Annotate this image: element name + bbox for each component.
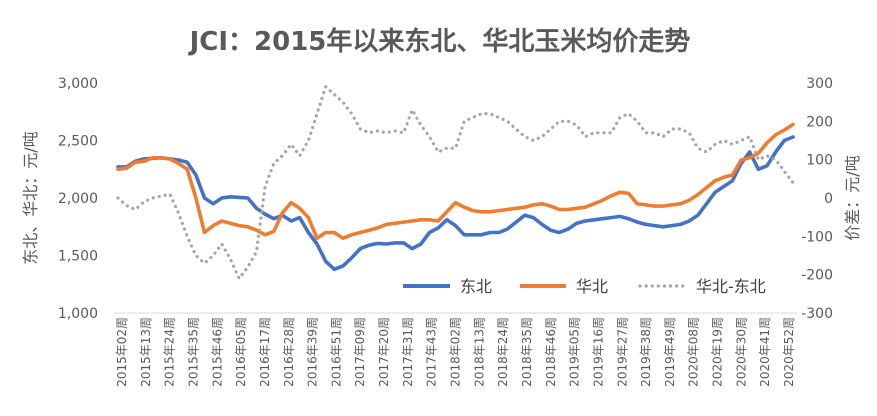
y2-tick-label: 300 <box>806 76 833 92</box>
y-tick-label: 2,500 <box>58 134 98 150</box>
x-tick-label: 2018年02周 <box>449 317 463 387</box>
x-tick-label: 2019年27周 <box>615 317 629 387</box>
x-tick-label: 2016年05周 <box>234 317 248 387</box>
x-tick-label: 2020年52周 <box>782 317 796 387</box>
series-line-华北 <box>116 122 795 241</box>
x-tick-label: 2019年05周 <box>568 317 582 387</box>
x-tick-label: 2019年49周 <box>663 317 677 387</box>
y2-tick-label: -200 <box>801 268 833 284</box>
x-tick-label: 2020年30周 <box>734 317 748 387</box>
series-layer <box>116 85 795 281</box>
y2-tick-label: -100 <box>801 229 833 245</box>
y-axis-left-title: 东北、华北：元/吨 <box>21 131 40 264</box>
chart-title: JCI：2015年以来东北、华北玉米均价走势 <box>188 26 691 57</box>
x-tick-label: 2017年20周 <box>377 317 391 387</box>
y2-tick-label: -300 <box>801 306 833 322</box>
series-line-东北 <box>116 135 795 272</box>
x-tick-label: 2015年13周 <box>139 317 153 387</box>
legend: 东北 华北 华北-东北 <box>403 277 766 296</box>
y2-tick-label: 0 <box>824 191 833 207</box>
x-tick-label: 2019年38周 <box>639 317 653 387</box>
y-axis-right-title: 价差：元/吨 <box>843 155 862 240</box>
x-tick-label: 2017年31周 <box>401 317 415 387</box>
x-tick-label: 2016年39周 <box>306 317 320 387</box>
y2-tick-label: 200 <box>806 114 833 130</box>
y2-tick-label: 100 <box>806 153 833 169</box>
y-tick-label: 2,000 <box>58 191 98 207</box>
x-tick-label: 2015年35周 <box>186 317 200 387</box>
x-tick-label: 2018年13周 <box>472 317 486 387</box>
y-axis-left: 1,000 1,500 2,000 2,500 3,000 <box>58 76 98 322</box>
y-axis-right: -300 -200 -100 0 100 200 300 <box>801 76 833 322</box>
x-tick-label: 2020年19周 <box>711 317 725 387</box>
series-line-华北-东北 <box>116 85 795 281</box>
y-tick-label: 1,000 <box>58 306 98 322</box>
x-tick-label: 2020年41周 <box>758 317 772 387</box>
x-tick-label: 2015年46周 <box>210 317 224 387</box>
x-tick-label: 2018年24周 <box>496 317 510 387</box>
x-tick-label: 2015年24周 <box>163 317 177 387</box>
legend-label: 华北-东北 <box>696 277 766 296</box>
x-tick-label: 2017年09周 <box>353 317 367 387</box>
legend-label: 东北 <box>460 277 492 296</box>
y-tick-label: 1,500 <box>58 249 98 265</box>
x-tick-label: 2015年02周 <box>115 317 129 387</box>
x-tick-label: 2016年28周 <box>282 317 296 387</box>
x-tick-label: 2017年43周 <box>425 317 439 387</box>
x-tick-label: 2019年16周 <box>591 317 605 387</box>
x-axis: 2015年02周 2015年13周 2015年24周 2015年35周 2015年46周… <box>115 317 796 387</box>
x-tick-label: 2020年08周 <box>687 317 701 387</box>
x-tick-label: 2018年35周 <box>520 317 534 387</box>
x-tick-label: 2018年46周 <box>544 317 558 387</box>
y-tick-label: 3,000 <box>58 76 98 92</box>
x-tick-label: 2016年51周 <box>329 317 343 387</box>
x-tick-label: 2016年17周 <box>258 317 272 387</box>
legend-label: 华北 <box>576 277 608 296</box>
